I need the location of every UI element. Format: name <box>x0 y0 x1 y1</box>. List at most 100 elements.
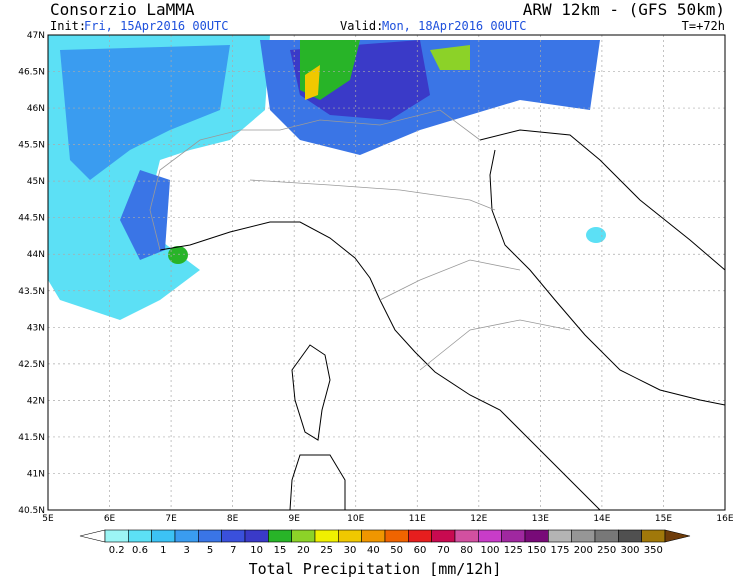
lat-label: 45N <box>27 177 45 187</box>
colorbar-box <box>384 529 409 543</box>
colorbar-label: 350 <box>644 545 663 556</box>
precip-area <box>120 170 170 260</box>
lat-label: 43.5N <box>18 287 45 297</box>
colorbar-arrow <box>79 529 106 543</box>
colorbar-box <box>594 529 619 543</box>
colorbar-label: 60 <box>414 545 427 556</box>
coast-balkan <box>479 129 726 271</box>
colorbar-label: 0.6 <box>132 545 148 556</box>
valid-time: Mon, 18Apr2016 00UTC <box>382 19 527 33</box>
lon-label: 5E <box>42 514 54 524</box>
model: ARW 12km - (GFS 50km) <box>523 0 725 19</box>
colorbar-label: 50 <box>390 545 403 556</box>
colorbar-box <box>478 529 502 543</box>
map-frame <box>47 34 726 511</box>
colorbar-title: Total Precipitation [mm/12h] <box>249 560 502 578</box>
precip-area <box>586 227 606 243</box>
colorbar-box <box>548 529 572 543</box>
lon-label: 14E <box>593 514 610 524</box>
colorbar-label: 0.2 <box>109 545 125 556</box>
lat-label: 43N <box>27 323 45 333</box>
lat-label: 44N <box>27 250 45 260</box>
precip-area <box>305 65 320 100</box>
colorbar-box <box>244 529 269 543</box>
colorbar-box <box>431 529 456 543</box>
colorbar-box <box>314 529 339 543</box>
coast-west <box>159 221 601 511</box>
lon-label: 6E <box>104 514 116 524</box>
colorbar-label: 125 <box>504 545 523 556</box>
colorbar-box <box>571 529 596 543</box>
colorbar-label: 175 <box>550 545 569 556</box>
colorbar-box <box>198 529 222 543</box>
colorbar-label: 20 <box>297 545 310 556</box>
colorbar-box <box>104 529 129 543</box>
colorbar-arrow <box>664 529 691 543</box>
colorbar-box <box>128 529 152 543</box>
colorbar-label: 3 <box>183 545 189 556</box>
lat-label: 46.5N <box>18 68 45 78</box>
lat-label: 41N <box>27 469 45 479</box>
colorbar-label: 200 <box>574 545 593 556</box>
colorbar-box <box>338 529 362 543</box>
lead-time: T=+72h <box>682 19 725 33</box>
lon-label: 9E <box>288 514 300 524</box>
colorbar-label: 30 <box>344 545 357 556</box>
colorbar-box <box>151 529 176 543</box>
precip-area <box>60 45 230 180</box>
lat-label: 44.5N <box>18 214 45 224</box>
colorbar-label: 5 <box>207 545 213 556</box>
colorbar-box <box>454 529 479 543</box>
graticule <box>48 35 725 510</box>
lat-label: 45.5N <box>18 141 45 151</box>
colorbar-label: 15 <box>274 545 287 556</box>
colorbar-box <box>408 529 432 543</box>
corsica <box>291 344 331 441</box>
borders <box>149 109 571 371</box>
colorbar-box <box>501 529 526 543</box>
precip-area <box>168 246 188 264</box>
colorbar-label: 1 <box>160 545 166 556</box>
colorbar-box <box>221 529 246 543</box>
colorbar-label: 40 <box>367 545 380 556</box>
lon-label: 12E <box>470 514 487 524</box>
colorbar-box <box>268 529 292 543</box>
colorbar-label: 7 <box>230 545 236 556</box>
lon-label: 13E <box>532 514 549 524</box>
producer: Consorzio LaMMA <box>50 0 195 19</box>
border-line <box>379 259 521 301</box>
border-line <box>249 179 496 211</box>
init-label: Init: <box>50 19 86 33</box>
colorbar-label: 25 <box>320 545 333 556</box>
colorbar-label: 100 <box>480 545 499 556</box>
map-area <box>47 34 726 511</box>
lon-label: 11E <box>409 514 426 524</box>
lon-label: 7E <box>165 514 177 524</box>
colorbar-label: 10 <box>250 545 263 556</box>
coastline <box>159 129 726 511</box>
colorbar-label: 250 <box>597 545 616 556</box>
coast-east <box>489 149 726 406</box>
colorbar-label: 70 <box>437 545 450 556</box>
colorbar-box <box>524 529 549 543</box>
lat-label: 46N <box>27 104 45 114</box>
init-time: Fri, 15Apr2016 00UTC <box>84 19 229 33</box>
precipitation <box>48 35 606 320</box>
border-line <box>419 319 571 371</box>
precip-area <box>430 45 470 70</box>
lon-label: 10E <box>347 514 364 524</box>
colorbar-box <box>618 529 642 543</box>
colorbar-label: 80 <box>460 545 473 556</box>
lon-label: 15E <box>655 514 672 524</box>
colorbar: 0.2 0.6 1 3 5 7 10 15 20 25 30 40 50 60 70 80 100 125 150 1… <box>79 529 691 556</box>
lat-label: 41.5N <box>18 433 45 443</box>
colorbar-label: 150 <box>527 545 546 556</box>
lat-label: 40.5N <box>18 506 45 516</box>
colorbar-box <box>174 529 199 543</box>
border-line <box>149 109 481 251</box>
colorbar-box <box>641 529 666 543</box>
colorbar-box <box>361 529 386 543</box>
valid-label: Valid: <box>340 19 383 33</box>
colorbar-label: 300 <box>620 545 639 556</box>
